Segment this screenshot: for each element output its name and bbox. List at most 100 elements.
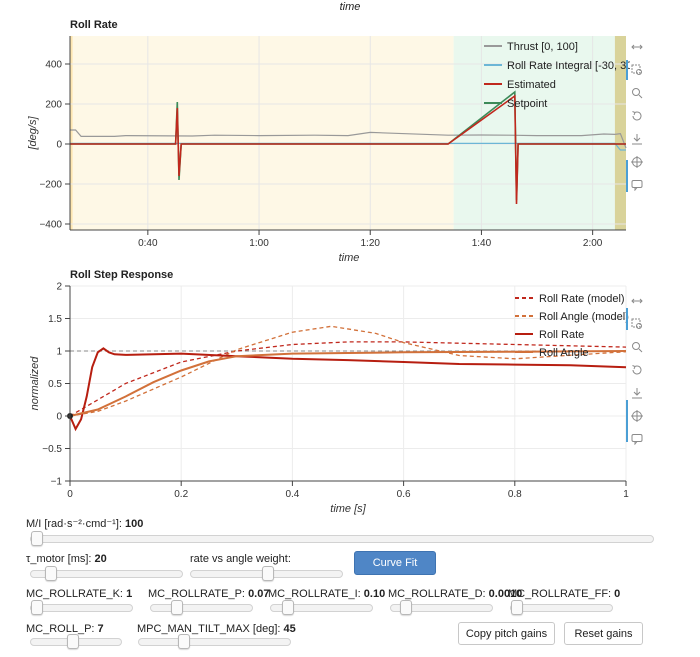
chart-toolbar-1 [626, 34, 646, 234]
rollrate-i-value: 0.10 [363, 588, 386, 600]
y-axis-label: [deg/s] [27, 116, 39, 151]
mi-label: M/I [rad·s⁻²·cmd⁻¹]: [26, 518, 125, 530]
hover-icon[interactable] [631, 178, 643, 192]
save-icon[interactable] [631, 132, 643, 145]
active-tool-indicator [626, 400, 628, 442]
crosshair-icon-glyph [631, 410, 643, 422]
x-tick-label-4: 0.8 [508, 489, 522, 500]
pan-icon[interactable] [631, 40, 643, 52]
legend-label-1: Roll Angle (model) [539, 311, 629, 323]
wheel-zoom-icon-glyph [632, 342, 643, 353]
y-tick-label-0: 400 [45, 60, 62, 71]
y-tick-label-1: 1.5 [48, 314, 62, 325]
active-tool-indicator [626, 308, 628, 330]
y-tick-label-4: 0 [56, 412, 62, 423]
save-icon[interactable] [631, 386, 643, 399]
weight-slider[interactable] [190, 566, 343, 581]
weight-slider-handle[interactable] [261, 566, 274, 581]
y-tick-label-2: 0 [56, 140, 62, 151]
legend-label-3: Setpoint [507, 98, 547, 110]
series-line-1 [69, 325, 627, 417]
series-line-0 [70, 129, 627, 149]
box-zoom-icon-glyph [631, 318, 642, 329]
series-line-3 [69, 350, 627, 417]
rollrate-k-slider-handle[interactable] [31, 600, 43, 615]
chart-title: Roll Rate [70, 19, 118, 31]
save-icon-glyph [632, 134, 642, 145]
chart-toolbar-2 [626, 288, 646, 488]
x-tick-label-4: 2:00 [583, 238, 603, 249]
y-tick-label-5: −0.5 [42, 444, 62, 455]
copy-pitch-gains-button[interactable]: Copy pitch gains [458, 622, 555, 645]
x-tick-label-0: 0 [67, 489, 73, 500]
tilt-max-slider-handle[interactable] [178, 634, 191, 649]
crosshair-icon[interactable] [631, 409, 643, 422]
wheel-zoom-icon[interactable] [631, 340, 643, 353]
rollrate-i-slider[interactable] [270, 600, 373, 615]
rollrate-d-slider-handle[interactable] [400, 600, 413, 615]
x-tick-label-3: 0.6 [397, 489, 411, 500]
roll-p-slider-handle[interactable] [67, 634, 79, 649]
hover-icon-glyph [631, 434, 643, 446]
rollrate-ff-slider-handle[interactable] [511, 600, 523, 615]
roll-p-label: MC_ROLL_P: [26, 623, 98, 635]
rollrate-d-slider[interactable] [390, 600, 493, 615]
legend-label-1: Roll Rate Integral [-30, 30] [507, 60, 630, 72]
reset-gains-button[interactable]: Reset gains [564, 622, 643, 645]
x-tick-label-2: 1:20 [361, 238, 381, 249]
mi-slider-handle[interactable] [31, 531, 43, 546]
rollrate-i-label: MC_ROLLRATE_I: [268, 588, 364, 600]
x-tick-label-0: 0:40 [138, 238, 158, 249]
curve-fit-button[interactable]: Curve Fit [354, 551, 436, 575]
rollrate-p-slider[interactable] [150, 600, 253, 615]
rollrate-ff-label: MC_ROLLRATE_FF: [508, 588, 615, 600]
save-icon-glyph [632, 388, 642, 399]
box-zoom-icon[interactable] [631, 317, 643, 329]
y-axis-label: normalized [29, 356, 41, 411]
crosshair-icon-glyph [631, 156, 643, 168]
series-line-0 [69, 341, 627, 417]
x-axis-label: time [s] [330, 503, 366, 515]
reset-icon[interactable] [631, 109, 643, 121]
tau-motor-label: τ_motor [ms]: [26, 553, 95, 565]
active-tool-indicator [626, 60, 628, 80]
tau-motor-slider-handle[interactable] [45, 566, 58, 581]
y-tick-label-3: −200 [39, 180, 62, 191]
reset-icon-glyph [632, 365, 642, 375]
hover-icon[interactable] [631, 432, 643, 446]
pan-icon-glyph [631, 44, 643, 50]
mi-slider[interactable] [30, 531, 654, 546]
rollrate-i-slider-handle[interactable] [281, 600, 294, 615]
chart-title: Roll Step Response [70, 269, 173, 281]
tilt-max-slider[interactable] [138, 634, 291, 649]
rollrate-p-slider-handle[interactable] [171, 600, 184, 615]
pan-icon[interactable] [631, 294, 643, 306]
rollrate-d-value: 0.0010 [488, 588, 523, 600]
rollrate-k-slider[interactable] [30, 600, 133, 615]
top-axis-label: time [339, 1, 361, 13]
y-tick-label-3: 0.5 [48, 379, 62, 390]
crosshair-icon[interactable] [631, 155, 643, 168]
box-zoom-icon[interactable] [631, 63, 643, 75]
roll-p-value: 7 [97, 623, 104, 635]
rollrate-d-label: MC_ROLLRATE_D: [388, 588, 489, 600]
x-tick-label-2: 0.4 [285, 489, 299, 500]
y-tick-label-6: −1 [51, 477, 63, 488]
tilt-max-value: 45 [283, 623, 296, 635]
legend-label-2: Roll Rate [539, 329, 584, 341]
rollrate-ff-slider[interactable] [510, 600, 613, 615]
rollrate-k-label: MC_ROLLRATE_K: [26, 588, 127, 600]
roll-p-slider[interactable] [30, 634, 122, 649]
x-tick-label-5: 1 [623, 489, 629, 500]
legend-label-3: Roll Angle [539, 347, 589, 359]
reset-icon[interactable] [631, 363, 643, 375]
wheel-zoom-icon[interactable] [631, 86, 643, 99]
tau-motor-slider[interactable] [30, 566, 183, 581]
reset-icon-glyph [632, 111, 642, 121]
x-tick-label-1: 0.2 [174, 489, 188, 500]
roll-step-response-chart[interactable]: 0 0.2 0.4 0.6 0.8 1 2 1.5 1 0.5 0 −0.5 −1 Roll Step R… [0, 266, 630, 516]
active-tool-indicator [626, 160, 628, 192]
y-tick-label-0: 2 [56, 282, 62, 293]
roll-rate-chart[interactable]: 0:40 1:00 1:20 1:40 2:00 400 200 0 −200 −400 Roll … [0, 14, 630, 268]
x-axis-label: time [339, 252, 360, 264]
